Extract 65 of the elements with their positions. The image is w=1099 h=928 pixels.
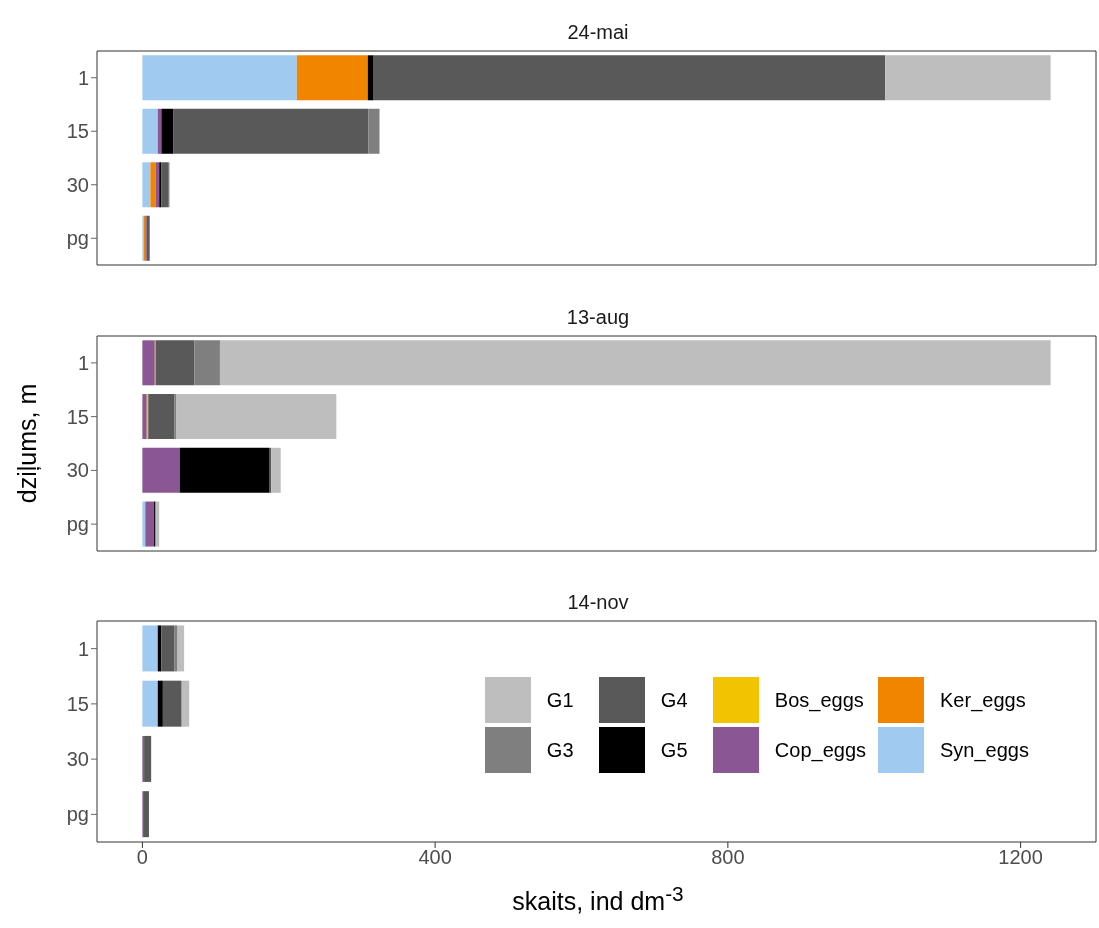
bar [142,55,297,101]
bar [268,447,272,493]
x-tick-label: 0 [136,846,148,869]
bar [142,501,146,547]
bar [368,108,380,154]
bar [142,447,180,493]
bar [142,394,147,440]
legend-label: Cop_eggs [774,738,867,762]
bar [143,791,149,838]
bar [367,55,374,101]
bar [161,108,174,154]
bar [181,680,190,727]
legend-label: G1 [546,688,575,712]
bar [161,162,168,208]
y-tick-label: 15 [66,405,89,428]
x-tick-label: 800 [711,846,745,869]
bar [174,625,178,672]
legend-label: Ker_eggs [940,688,1026,712]
bar [177,625,185,672]
y-axis-title: dziļums, m [13,383,43,503]
bar [296,55,368,101]
y-tick-label: 1 [77,66,89,89]
bar [155,340,195,386]
bar [142,108,158,154]
y-tick-label: 30 [66,173,89,196]
legend-label: Bos_eggs [774,688,864,712]
bar [157,680,163,727]
y-tick-label: 1 [77,637,89,660]
bar [219,340,1051,386]
bar [142,162,151,208]
bar [373,55,886,101]
bar [144,735,152,782]
x-tick-label: 400 [418,846,452,869]
bar [142,625,158,672]
bar [159,162,162,208]
y-tick-label: 15 [66,120,89,143]
bar [150,162,156,208]
bar [142,340,155,386]
legend-label: G3 [546,738,575,762]
chart-title: 14-nov [567,591,629,614]
bar [145,501,155,547]
bar [271,447,281,493]
chart-title: 13-aug [566,306,630,329]
y-tick-label: 30 [66,459,89,482]
y-tick-label: pg [66,803,89,826]
bar [162,680,182,727]
bar [148,394,175,440]
x-tick-label: 1200 [998,846,1043,869]
y-tick-label: 15 [66,692,89,715]
bar [885,55,1051,101]
bar [161,625,175,672]
y-tick-label: pg [66,227,89,250]
bar [142,680,158,727]
chart-title: 24-mai [567,21,629,44]
bar [179,447,269,493]
bar [173,108,369,154]
y-tick-label: 30 [66,748,89,771]
y-tick-label: 1 [77,351,89,374]
legend-label: Syn_eggs [940,738,1029,762]
bar [194,340,220,386]
y-tick-label: pg [66,513,89,536]
legend-label: G4 [660,688,689,712]
bar [176,394,337,440]
legend-label: G5 [660,738,689,762]
x-axis-title: skaits, ind dm$^{-3}$ [511,882,685,917]
